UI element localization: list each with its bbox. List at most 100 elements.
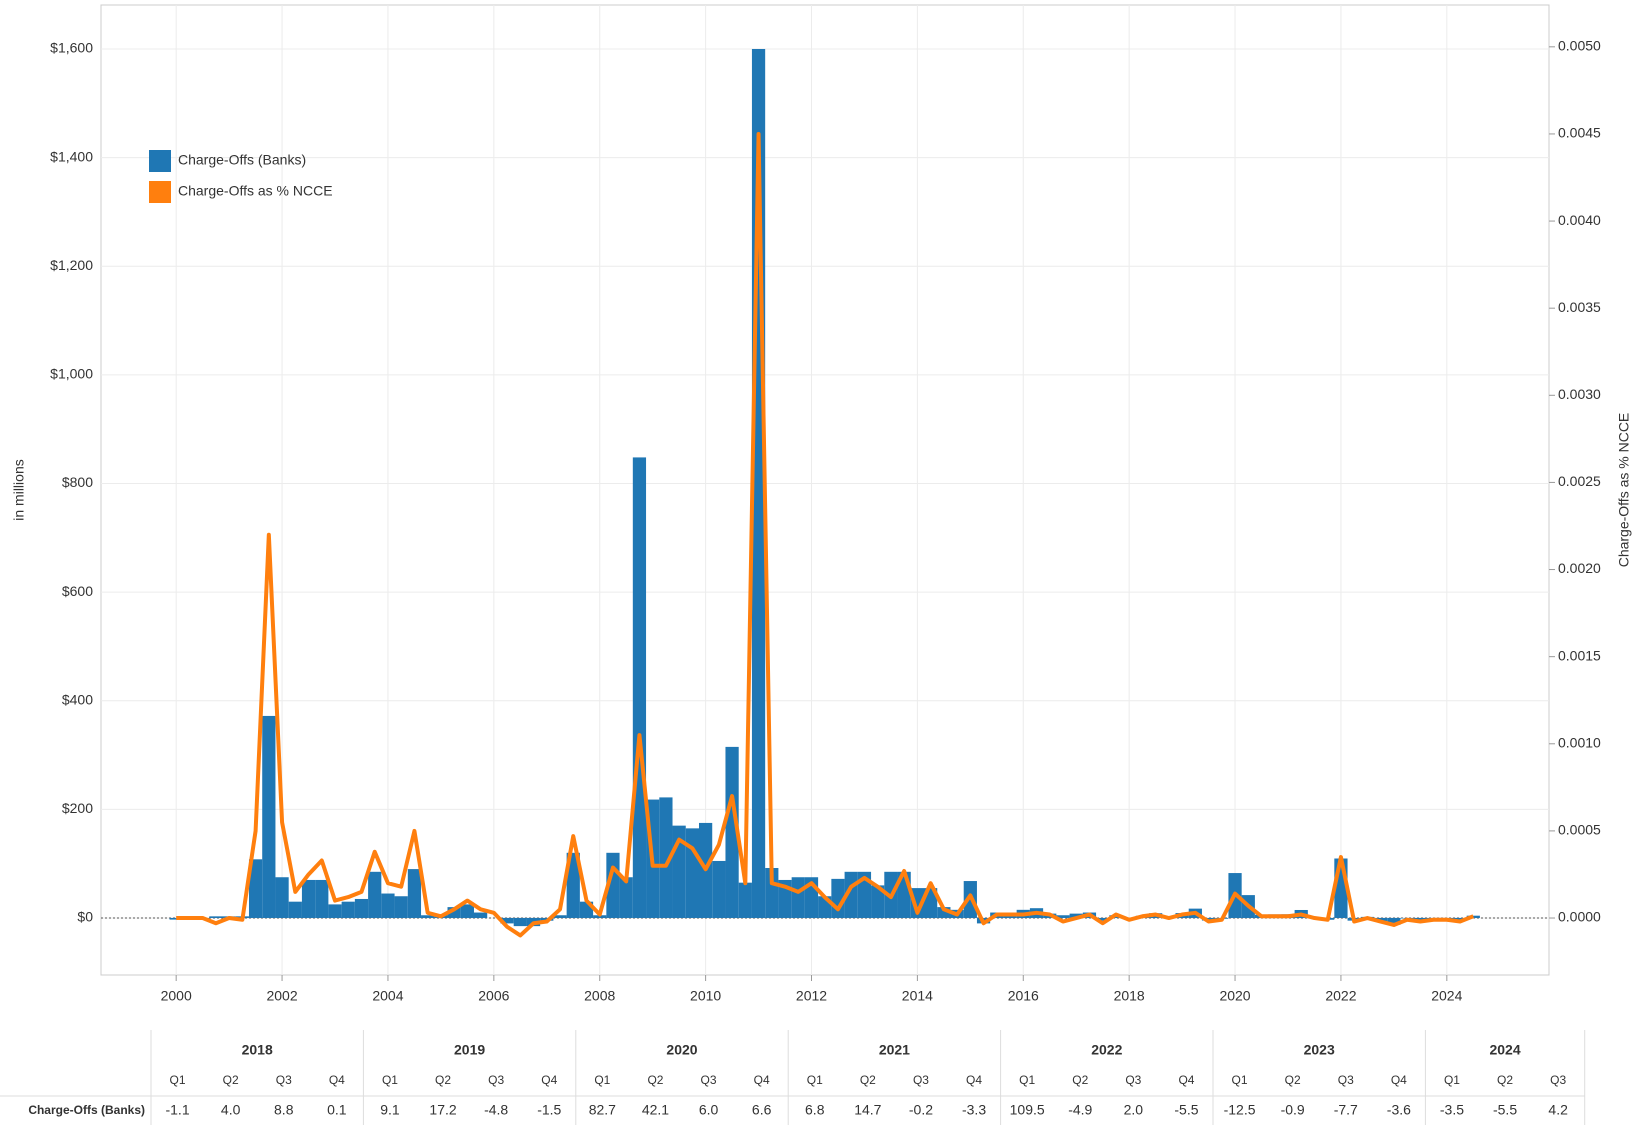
table-quarter: Q3 (1338, 1073, 1354, 1087)
y2-tick-label: 0.0045 (1558, 125, 1601, 141)
bar (395, 896, 408, 918)
legend-label: Charge-Offs (Banks) (178, 152, 306, 168)
table-value: 17.2 (429, 1102, 456, 1118)
y2-tick-label: 0.0025 (1558, 473, 1601, 489)
table-quarter: Q2 (1072, 1073, 1088, 1087)
bar (342, 902, 355, 918)
table-quarter: Q3 (488, 1073, 504, 1087)
table-year: 2020 (666, 1042, 697, 1058)
bar (408, 869, 421, 918)
table-value: 82.7 (589, 1102, 616, 1118)
y2-tick-label: 0.0035 (1558, 299, 1601, 315)
table-quarter: Q1 (170, 1073, 186, 1087)
bar (289, 902, 302, 918)
y-tick-label: $400 (62, 691, 93, 707)
legend-label: Charge-Offs as % NCCE (178, 183, 333, 199)
table-value: 42.1 (642, 1102, 669, 1118)
table-year: 2021 (879, 1042, 910, 1058)
table-value: -1.1 (165, 1102, 189, 1118)
bar (328, 904, 341, 918)
table-value: -5.5 (1493, 1102, 1517, 1118)
plot-frame (101, 5, 1549, 975)
x-tick-label: 2014 (902, 988, 933, 1004)
bar (368, 872, 381, 918)
bar (514, 918, 527, 926)
x-tick-label: 2006 (478, 988, 509, 1004)
table-quarter: Q3 (1550, 1073, 1566, 1087)
table-quarter: Q3 (1125, 1073, 1141, 1087)
y-tick-label: $1,600 (50, 40, 93, 56)
table-quarter: Q4 (1178, 1073, 1194, 1087)
x-tick-label: 2004 (372, 988, 403, 1004)
y2-tick-label: 0.0050 (1558, 38, 1601, 54)
table-quarter: Q1 (1232, 1073, 1248, 1087)
table-value: -1.5 (537, 1102, 561, 1118)
table-quarter: Q2 (647, 1073, 663, 1087)
table-row-label: Charge-Offs (Banks) (28, 1103, 145, 1117)
table-value: -5.5 (1174, 1102, 1198, 1118)
table-quarter: Q2 (223, 1073, 239, 1087)
y-tick-label: $800 (62, 474, 93, 490)
table-quarter: Q2 (1285, 1073, 1301, 1087)
table-quarter: Q4 (966, 1073, 982, 1087)
table-value: -0.9 (1281, 1102, 1305, 1118)
bar (355, 899, 368, 918)
bar (315, 880, 328, 918)
bar (686, 828, 699, 918)
bar (792, 877, 805, 918)
table-value: 14.7 (854, 1102, 881, 1118)
table-quarter: Q2 (860, 1073, 876, 1087)
bar (262, 716, 275, 918)
x-tick-label: 2002 (266, 988, 297, 1004)
x-tick-label: 2024 (1431, 988, 1462, 1004)
legend-swatch (149, 181, 171, 203)
table-value: -3.3 (962, 1102, 986, 1118)
bar (712, 861, 725, 918)
x-tick-label: 2000 (161, 988, 192, 1004)
bar (302, 880, 315, 918)
table-quarter: Q4 (541, 1073, 557, 1087)
x-tick-label: 2018 (1114, 988, 1145, 1004)
y-tick-label: $1,000 (50, 366, 93, 382)
y2-tick-label: 0.0040 (1558, 212, 1601, 228)
line (176, 134, 1473, 936)
y-tick-label: $600 (62, 583, 93, 599)
y2-tick-label: 0.0010 (1558, 734, 1601, 750)
table-quarter: Q4 (754, 1073, 770, 1087)
table-value: -4.8 (484, 1102, 508, 1118)
bar (633, 457, 646, 918)
table-value: 2.0 (1124, 1102, 1144, 1118)
x-tick-label: 2008 (584, 988, 615, 1004)
table-quarter: Q2 (435, 1073, 451, 1087)
y2-tick-label: 0.0015 (1558, 647, 1601, 663)
x-tick-label: 2016 (1008, 988, 1039, 1004)
table-value: -0.2 (909, 1102, 933, 1118)
table-value: 6.0 (699, 1102, 719, 1118)
table-quarter: Q3 (276, 1073, 292, 1087)
y2-tick-label: 0.0020 (1558, 560, 1601, 576)
table-year: 2022 (1091, 1042, 1122, 1058)
bar (474, 913, 487, 918)
table-quarter: Q1 (594, 1073, 610, 1087)
y-tick-label: $1,200 (50, 257, 93, 273)
table-quarter: Q4 (329, 1073, 345, 1087)
table-quarter: Q3 (913, 1073, 929, 1087)
table-value: -7.7 (1334, 1102, 1358, 1118)
table-value: 0.1 (327, 1102, 347, 1118)
table-year: 2019 (454, 1042, 485, 1058)
table-value: 4.2 (1548, 1102, 1568, 1118)
table-value: 6.8 (805, 1102, 825, 1118)
legend-swatch (149, 150, 171, 172)
table-quarter: Q1 (1019, 1073, 1035, 1087)
table-value: 6.6 (752, 1102, 772, 1118)
bar (381, 894, 394, 918)
table-year: 2023 (1304, 1042, 1335, 1058)
bar (275, 877, 288, 918)
y-tick-label: $0 (77, 909, 93, 925)
x-tick-label: 2022 (1325, 988, 1356, 1004)
table-quarter: Q1 (1444, 1073, 1460, 1087)
y2-axis-title: Charge-Offs as % NCCE (1616, 413, 1632, 568)
table-value: -12.5 (1224, 1102, 1256, 1118)
table-value: 4.0 (221, 1102, 241, 1118)
